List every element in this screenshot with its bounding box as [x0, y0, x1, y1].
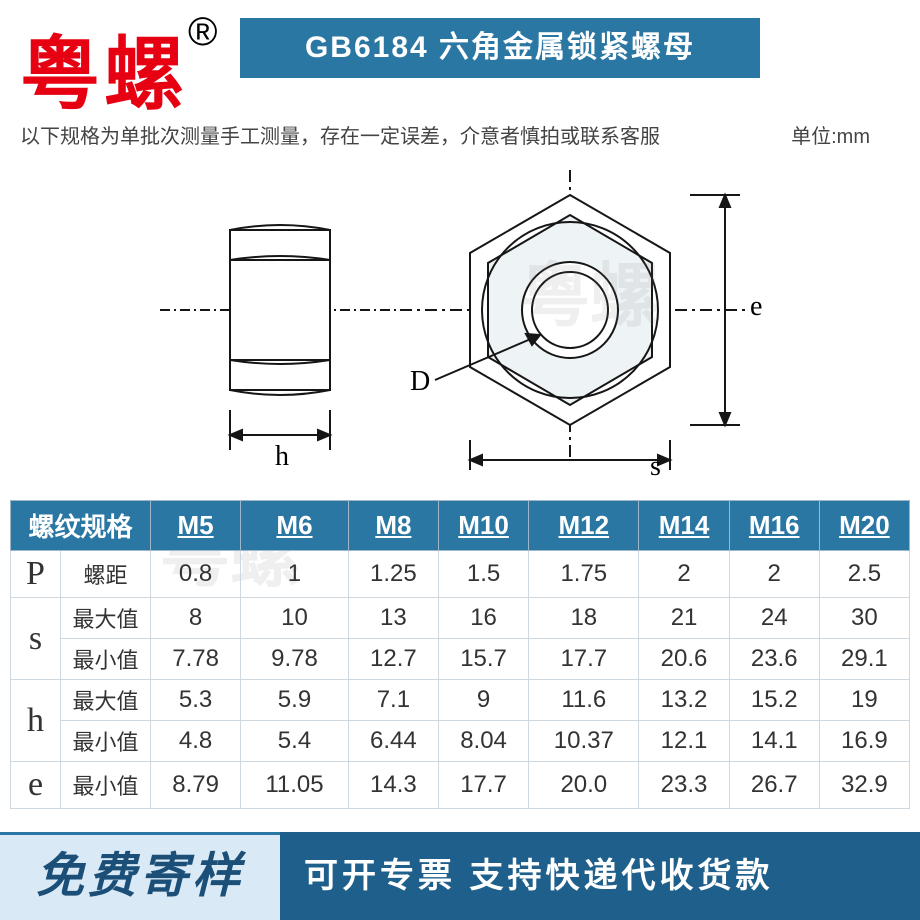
spec-cell: 17.7: [529, 639, 639, 680]
spec-cell: 5.3: [151, 680, 241, 721]
col-size: M5: [151, 501, 241, 551]
col-size: M10: [438, 501, 528, 551]
diagram-s-label: s: [650, 451, 661, 480]
spec-cell: 19: [819, 680, 909, 721]
row-group: h: [11, 680, 61, 762]
col-spec: 螺纹规格: [11, 501, 151, 551]
spec-cell: 20.0: [529, 762, 639, 809]
col-size: M12: [529, 501, 639, 551]
col-size: M20: [819, 501, 909, 551]
services-text: 可开专票 支持快递代收货款: [280, 832, 920, 920]
spec-cell: 21: [639, 598, 729, 639]
col-size: M8: [348, 501, 438, 551]
row-sublabel: 最小值: [61, 639, 151, 680]
row-sublabel: 最大值: [61, 680, 151, 721]
spec-cell: 14.3: [348, 762, 438, 809]
spec-cell: 12.7: [348, 639, 438, 680]
spec-cell: 12.1: [639, 721, 729, 762]
spec-cell: 15.2: [729, 680, 819, 721]
spec-cell: 9: [438, 680, 528, 721]
spec-cell: 0.8: [151, 551, 241, 598]
bottom-banner: 免费寄样 可开专票 支持快递代收货款: [0, 832, 920, 920]
spec-cell: 5.9: [241, 680, 349, 721]
spec-cell: 8.04: [438, 721, 528, 762]
spec-cell: 14.1: [729, 721, 819, 762]
technical-diagram: h s e: [100, 160, 820, 480]
row-sublabel: 最小值: [61, 762, 151, 809]
spec-cell: 20.6: [639, 639, 729, 680]
row-group: P: [11, 551, 61, 598]
spec-cell: 11.6: [529, 680, 639, 721]
spec-cell: 11.05: [241, 762, 349, 809]
col-size: M16: [729, 501, 819, 551]
spec-cell: 2: [639, 551, 729, 598]
spec-cell: 29.1: [819, 639, 909, 680]
spec-cell: 16.9: [819, 721, 909, 762]
spec-cell: 23.3: [639, 762, 729, 809]
spec-cell: 26.7: [729, 762, 819, 809]
diagram-e-label: e: [750, 291, 762, 322]
spec-cell: 24: [729, 598, 819, 639]
spec-cell: 8: [151, 598, 241, 639]
spec-cell: 13: [348, 598, 438, 639]
spec-cell: 16: [438, 598, 528, 639]
spec-cell: 1.5: [438, 551, 528, 598]
row-sublabel: 螺距: [61, 551, 151, 598]
spec-cell: 2.5: [819, 551, 909, 598]
spec-cell: 17.7: [438, 762, 528, 809]
spec-cell: 13.2: [639, 680, 729, 721]
disclaimer-text: 以下规格为单批次测量手工测量，存在一定误差，介意者慎拍或联系客服: [20, 120, 900, 149]
spec-cell: 10: [241, 598, 349, 639]
row-group: s: [11, 598, 61, 680]
spec-cell: 5.4: [241, 721, 349, 762]
row-sublabel: 最大值: [61, 598, 151, 639]
diagram-h-label: h: [275, 441, 289, 472]
unit-label: 单位:mm: [791, 120, 870, 149]
spec-cell: 23.6: [729, 639, 819, 680]
diagram-d-label: D: [410, 366, 430, 397]
spec-cell: 4.8: [151, 721, 241, 762]
spec-cell: 1.25: [348, 551, 438, 598]
row-group: e: [11, 762, 61, 809]
spec-cell: 9.78: [241, 639, 349, 680]
spec-cell: 32.9: [819, 762, 909, 809]
col-size: M6: [241, 501, 349, 551]
spec-cell: 30: [819, 598, 909, 639]
spec-cell: 7.1: [348, 680, 438, 721]
spec-cell: 2: [729, 551, 819, 598]
registered-icon: ®: [188, 10, 221, 54]
brand-logo: 粤螺®: [20, 10, 221, 126]
spec-cell: 1.75: [529, 551, 639, 598]
free-sample-badge: 免费寄样: [0, 832, 280, 920]
row-sublabel: 最小值: [61, 721, 151, 762]
brand-text: 粤螺: [20, 30, 188, 119]
spec-cell: 8.79: [151, 762, 241, 809]
spec-cell: 7.78: [151, 639, 241, 680]
title-bar: GB6184 六角金属锁紧螺母: [240, 18, 760, 78]
spec-cell: 1: [241, 551, 349, 598]
spec-cell: 6.44: [348, 721, 438, 762]
col-size: M14: [639, 501, 729, 551]
spec-table: 螺纹规格M5M6M8M10M12M14M16M20P螺距0.811.251.51…: [10, 500, 910, 809]
spec-cell: 18: [529, 598, 639, 639]
spec-cell: 15.7: [438, 639, 528, 680]
spec-cell: 10.37: [529, 721, 639, 762]
